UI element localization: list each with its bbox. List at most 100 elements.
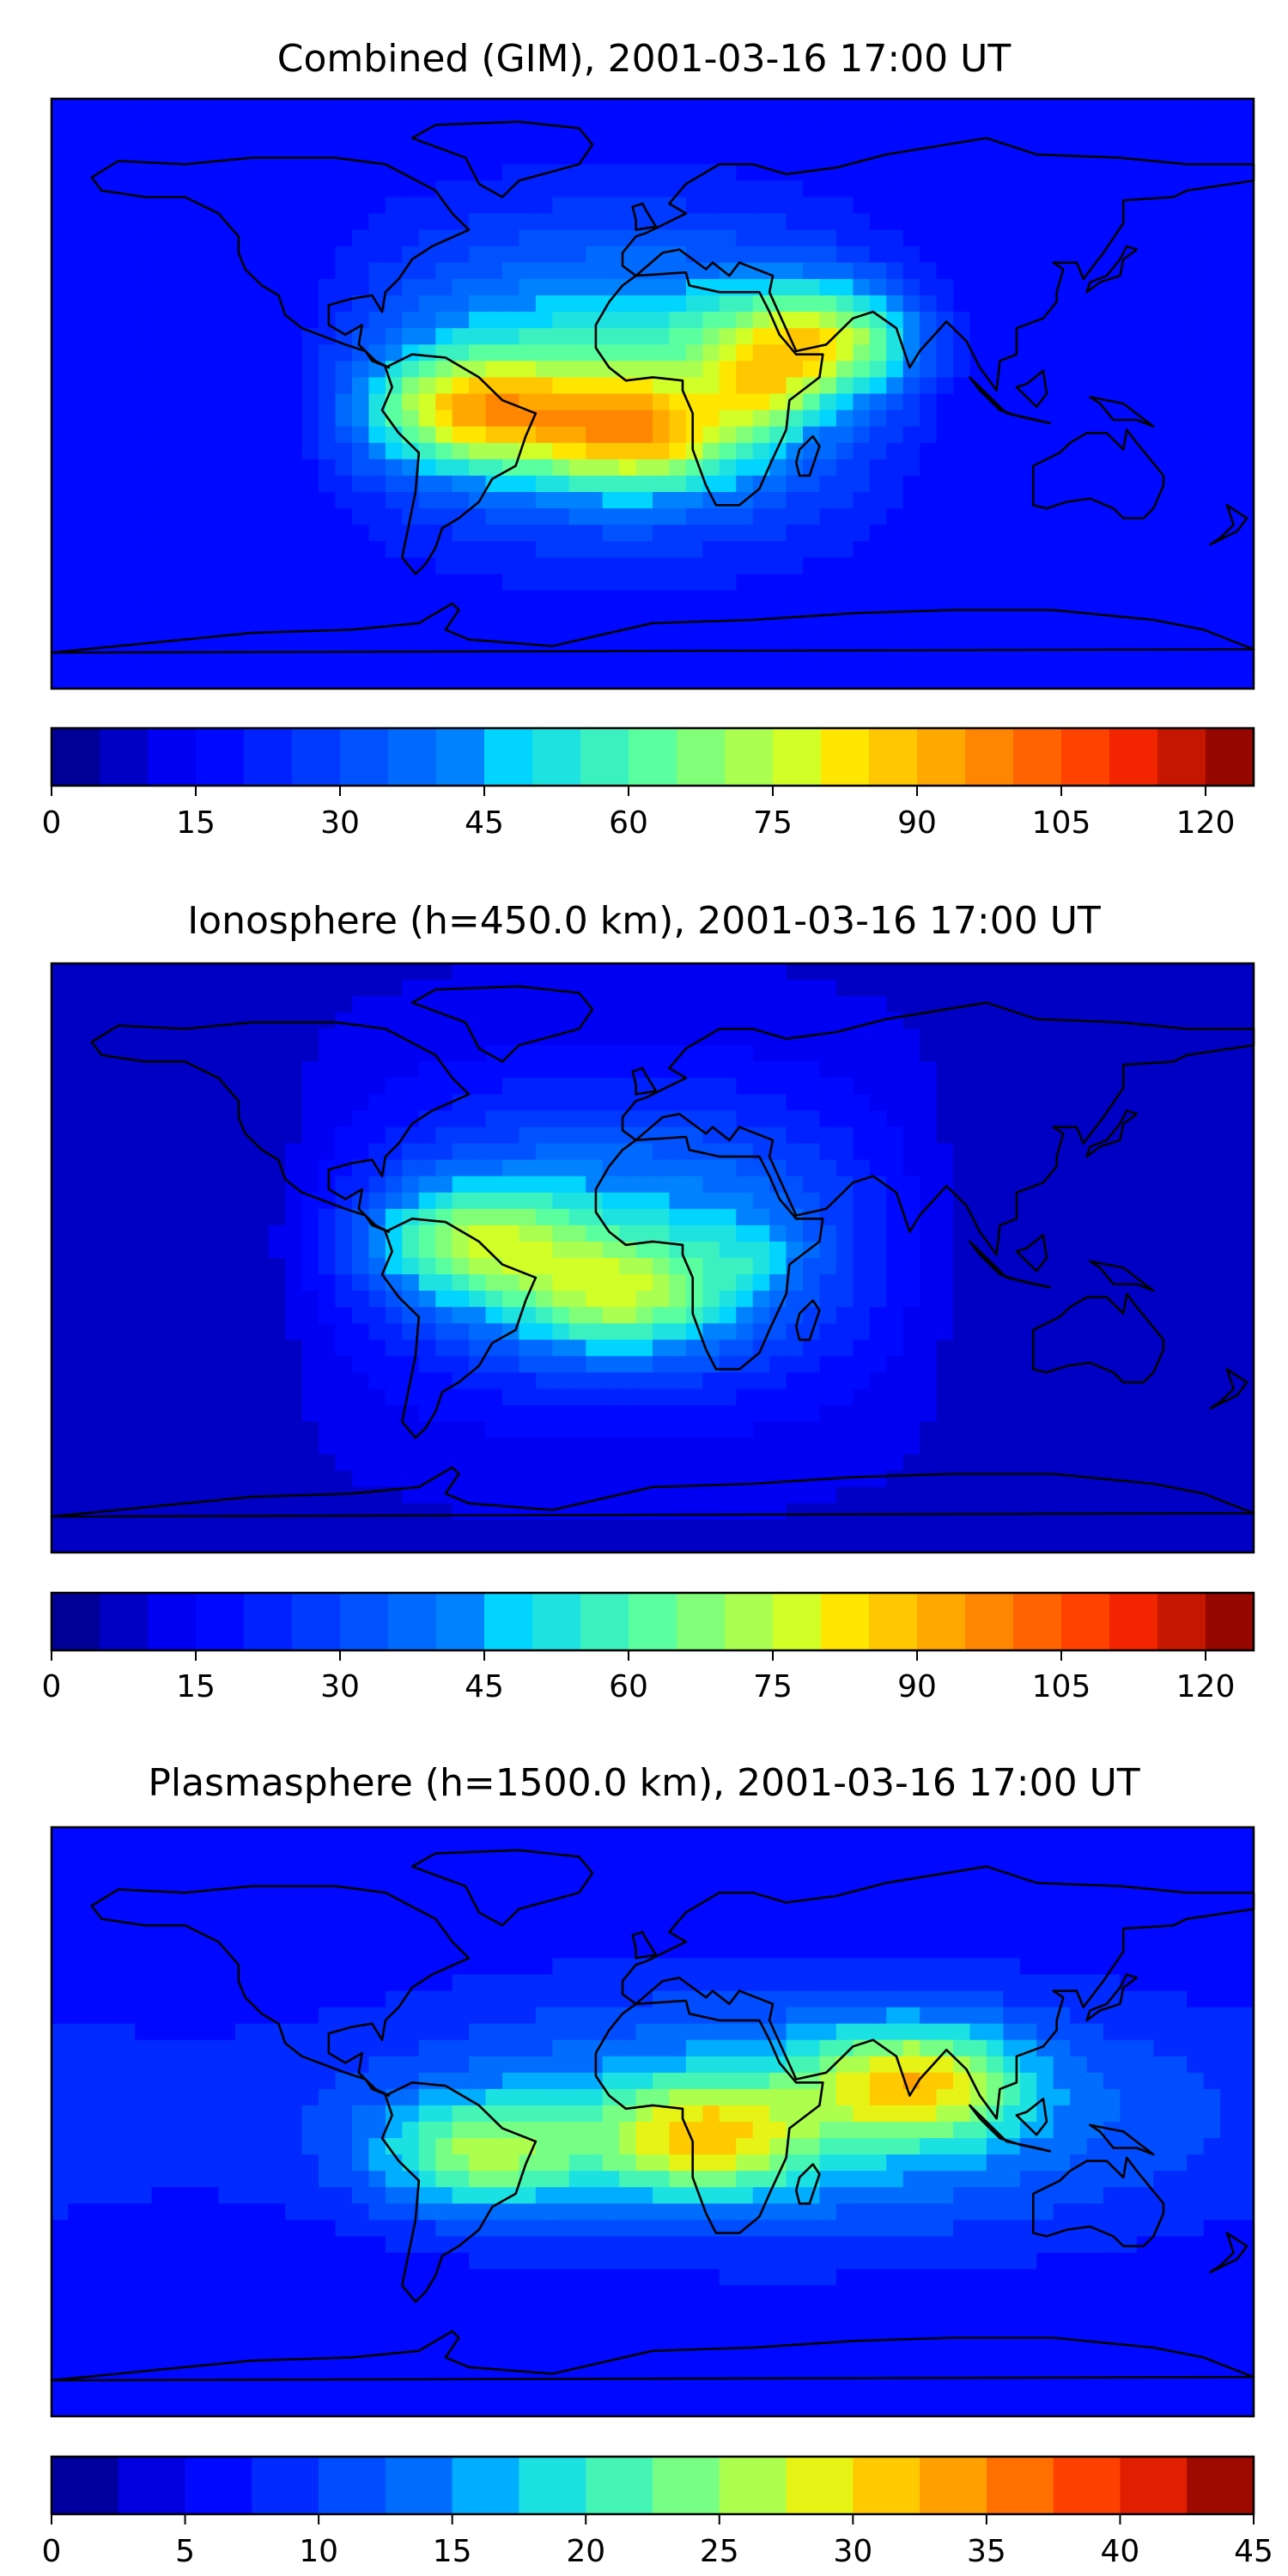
panel-2-field-cell [736, 1388, 754, 1406]
panel-1-field-cell [435, 361, 453, 379]
panel-1-field-cell [586, 312, 604, 329]
panel-1-field-cell [752, 426, 770, 444]
panel-1-field-cell [719, 525, 737, 542]
panel-2-field [52, 963, 1255, 1553]
panel-2-field-cell [953, 1323, 971, 1340]
panel-2-field-cell [602, 1307, 620, 1324]
panel-1-field-cell [969, 459, 987, 477]
panel-1-field-cell [1120, 393, 1138, 411]
panel-1-field-cell [1203, 590, 1221, 608]
panel-1-field-cell [1019, 328, 1037, 345]
panel-1-field-cell [301, 492, 319, 509]
panel-1-field-cell [953, 361, 971, 379]
panel-1-field-cell [535, 410, 553, 428]
panel-2-field-cell [886, 1224, 904, 1242]
panel-2-field-cell [151, 1454, 169, 1472]
panel-2-field-cell [902, 1405, 920, 1423]
panel-2-field-cell [418, 1340, 436, 1357]
panel-1-field-cell [319, 262, 337, 280]
panel-1-field-cell [969, 312, 987, 329]
panel-2-field-cell [1070, 1470, 1088, 1488]
panel-1-field-cell [1136, 148, 1154, 165]
panel-1-field-cell [953, 442, 971, 460]
panel-2-field-cell [653, 1372, 671, 1390]
panel-2-field-cell [452, 1388, 470, 1406]
panel-2-field-cell [502, 1224, 520, 1242]
panel-1-field-cell [769, 377, 787, 395]
panel-1-field-cell [853, 606, 871, 624]
panel-2-field-cell [1153, 996, 1171, 1013]
panel-2-field-cell [1236, 1274, 1255, 1291]
panel-1-field-cell [285, 475, 303, 493]
panel-2-field-cell [1070, 1372, 1088, 1390]
panel-1-field-cell [1170, 246, 1188, 264]
panel-1-field-cell [1003, 164, 1021, 182]
panel-1-field-cell [285, 590, 303, 608]
panel-2-field-cell [635, 1323, 653, 1340]
panel-2-field-cell [1070, 1176, 1088, 1194]
panel-2-field-cell [886, 1208, 904, 1226]
panel-2-field-cell [268, 1437, 286, 1455]
panel-1-field-cell [685, 344, 703, 361]
panel-1-field-cell [1070, 229, 1088, 247]
panel-2-field-cell [452, 1029, 470, 1046]
panel-1-field-cell [1036, 426, 1054, 444]
panel-2-field-cell [619, 1224, 637, 1242]
panel-2-field-cell [1070, 1143, 1088, 1161]
panel-1-field-cell [819, 148, 837, 165]
panel-1-field-cell [1036, 262, 1054, 280]
panel-2-field-cell [653, 1192, 671, 1210]
panel-2-field-cell [519, 1061, 537, 1078]
panel-2-field-cell [602, 1258, 620, 1275]
panel-1-field-cell [685, 541, 703, 558]
panel-1-field-cell [1120, 377, 1138, 395]
panel-2-field-cell [135, 1110, 153, 1128]
panel-1-field-cell [1086, 442, 1104, 460]
panel-1-field-cell [1170, 525, 1188, 542]
panel-2-field-cell [101, 1143, 119, 1161]
panel-2-field-cell [84, 1486, 102, 1504]
panel-2-field-cell [719, 1470, 737, 1488]
panel-2-field-cell [736, 1110, 754, 1128]
panel-1-field-cell [385, 655, 403, 673]
panel-2-field-cell [953, 1388, 971, 1406]
panel-1-field-cell [1003, 639, 1021, 657]
panel-1-field-cell [52, 164, 70, 182]
panel-2-field-cell [234, 1078, 252, 1096]
panel-2-field-cell [485, 1421, 503, 1439]
panel-2-field-cell [653, 1274, 671, 1291]
panel-1-field-cell [1086, 574, 1104, 592]
panel-1-field-cell [803, 410, 821, 428]
panel-1-field-cell [52, 312, 70, 329]
panel-1-field-cell [568, 508, 586, 526]
panel-1-field-cell [1053, 574, 1071, 592]
panel-1-field-cell [101, 410, 119, 428]
panel-2-field-cell [84, 1094, 102, 1112]
panel-1-field-cell [519, 278, 537, 296]
panel-2-field-cell [234, 1340, 252, 1357]
panel-2-field-cell [268, 1110, 286, 1128]
panel-1-field-cell [535, 180, 553, 198]
panel-2-field-cell [151, 1437, 169, 1455]
panel-2-field-cell [202, 1258, 220, 1275]
colorbar-segment [965, 728, 1014, 786]
panel-2-field-cell [1187, 1356, 1205, 1373]
panel-2-field-cell [68, 1421, 86, 1439]
panel-2-field-cell [352, 1061, 370, 1078]
panel-1-field-cell [736, 180, 754, 198]
panel-1-field-cell [151, 344, 169, 361]
panel-1-field-cell [469, 606, 487, 624]
panel-2-field-cell [101, 1340, 119, 1357]
panel-2-field-cell [368, 963, 386, 981]
panel-2-field-cell [902, 1029, 920, 1046]
panel-2-field-cell [1120, 1045, 1138, 1062]
panel-1-field-cell [268, 213, 286, 231]
panel-2-field-cell [234, 1143, 252, 1161]
panel-2-field-cell [819, 1258, 837, 1275]
panel-1-field-cell [151, 426, 169, 444]
panel-2-field-cell [1103, 996, 1121, 1013]
panel-2-field-cell [986, 1045, 1004, 1062]
panel-1-field-cell [1220, 393, 1238, 411]
panel-2-field-cell [1103, 1208, 1121, 1226]
panel-1-field-cell [586, 278, 604, 296]
